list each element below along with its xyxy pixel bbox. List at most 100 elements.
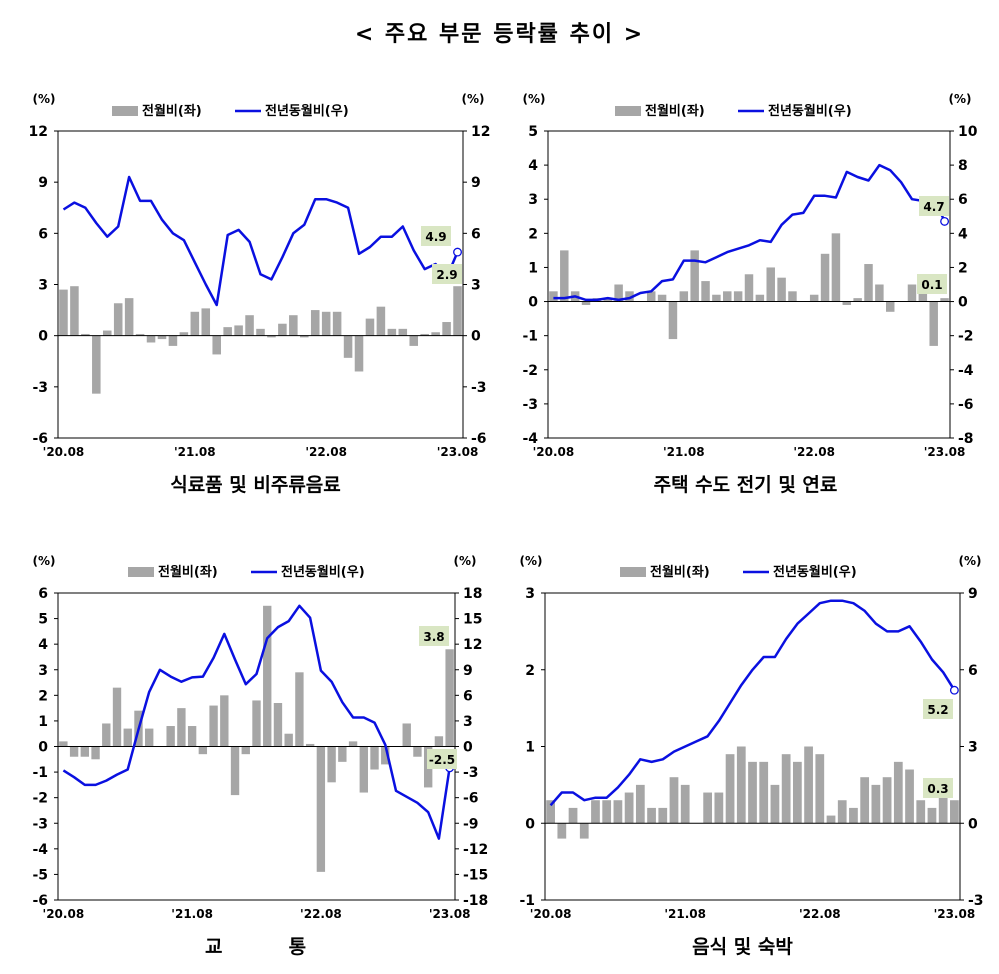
- right-tick-label: 18: [463, 586, 482, 602]
- right-tick-label: -15: [463, 867, 488, 883]
- right-tick-label: -8: [958, 431, 974, 447]
- annotation-box: [923, 778, 953, 798]
- bar-mom: [70, 286, 79, 336]
- x-tick-label: '23.08: [437, 445, 479, 459]
- left-axis-unit: (%): [520, 554, 543, 568]
- right-tick-label: -9: [463, 816, 479, 832]
- left-tick-label: -5: [32, 867, 48, 883]
- bar-mom: [241, 746, 250, 755]
- bar-mom: [770, 784, 780, 824]
- x-tick-label: '22.08: [799, 907, 841, 921]
- bar-mom: [223, 327, 232, 336]
- line-yoy: [549, 599, 956, 807]
- left-tick-label: -3: [32, 380, 48, 396]
- bar-mom: [359, 746, 368, 793]
- x-tick-label: '22.08: [305, 445, 347, 459]
- annotation-label: 4.9: [425, 230, 446, 244]
- left-tick-label: -6: [32, 431, 48, 447]
- left-tick-label: 6: [38, 226, 48, 242]
- legend-label-mom: 전월비(좌): [645, 103, 705, 119]
- bar-mom: [940, 298, 949, 302]
- bar-mom: [766, 267, 775, 302]
- bar-mom: [658, 807, 668, 824]
- bar-mom: [875, 284, 884, 302]
- bar-mom: [723, 291, 732, 302]
- left-tick-label: -4: [522, 431, 538, 447]
- bar-mom: [157, 335, 167, 340]
- legend-label-yoy: 전년동월비(우): [768, 103, 852, 119]
- left-tick-label: -2: [32, 791, 48, 807]
- chart-title-food: 식료품 및 비주류음료: [170, 474, 341, 496]
- bar-mom: [310, 310, 320, 336]
- bar-mom: [864, 264, 873, 302]
- bar-mom: [882, 777, 892, 824]
- bar-mom: [420, 333, 429, 336]
- bar-mom: [815, 754, 825, 824]
- bar-mom: [234, 325, 243, 336]
- left-tick-label: 1: [525, 740, 535, 756]
- bar-mom: [413, 746, 422, 757]
- plot-frame: [547, 130, 951, 439]
- bar-mom: [245, 315, 254, 336]
- annotation-label: -2.5: [429, 753, 455, 767]
- bar-mom: [646, 291, 656, 302]
- bar-mom: [252, 700, 261, 747]
- bar-mom: [893, 761, 903, 824]
- bar-mom: [284, 733, 293, 747]
- legend-label-yoy: 전년동월비(우): [281, 564, 365, 580]
- right-axis-unit: (%): [959, 554, 982, 568]
- x-tick-label: '21.08: [171, 907, 213, 921]
- left-tick-label: 3: [38, 663, 48, 679]
- x-tick-label: '21.08: [174, 445, 216, 459]
- right-axis-unit: (%): [454, 554, 477, 568]
- bar-mom: [581, 301, 591, 305]
- bar-mom: [59, 741, 68, 747]
- right-tick-label: 10: [958, 124, 978, 140]
- bar-mom: [792, 761, 802, 824]
- bar-mom: [168, 335, 178, 346]
- right-tick-label: 12: [463, 637, 482, 653]
- left-tick-label: 3: [38, 278, 48, 294]
- annotation-box: [919, 196, 949, 216]
- left-tick-label: 0: [528, 295, 538, 311]
- chart-title-housing: 주택 수도 전기 및 연료: [653, 474, 838, 496]
- left-tick-label: -3: [522, 397, 538, 413]
- x-tick-label: '20.08: [533, 445, 575, 459]
- bar-mom: [950, 800, 959, 824]
- bar-mom: [402, 723, 411, 747]
- bar-mom: [837, 800, 847, 824]
- left-tick-label: 6: [38, 586, 48, 602]
- annotation-label: 5.2: [927, 703, 948, 717]
- bar-mom: [409, 335, 419, 346]
- right-tick-label: -6: [958, 397, 974, 413]
- bar-mom: [198, 746, 208, 755]
- bar-mom: [831, 233, 841, 302]
- right-tick-label: 0: [463, 740, 473, 756]
- line-yoy: [553, 163, 946, 302]
- bar-mom: [145, 728, 154, 747]
- bar-mom: [316, 746, 326, 872]
- right-tick-label: -2: [958, 329, 974, 345]
- bar-mom: [434, 736, 444, 747]
- left-tick-label: -2: [522, 363, 538, 379]
- left-axis-unit: (%): [523, 92, 546, 106]
- right-tick-label: 9: [463, 663, 473, 679]
- bar-mom: [725, 754, 735, 824]
- bar-mom: [647, 807, 656, 824]
- plot-frame: [57, 130, 464, 439]
- bar-mom: [701, 281, 710, 302]
- bar-mom: [579, 823, 589, 839]
- bar-mom: [102, 723, 111, 747]
- bar-mom: [201, 308, 211, 336]
- bar-mom: [907, 284, 917, 302]
- bar-mom: [177, 708, 186, 747]
- bar-mom: [387, 328, 397, 336]
- line-end-marker: [453, 247, 462, 257]
- x-tick-label: '21.08: [664, 907, 706, 921]
- bar-mom: [669, 777, 679, 824]
- bar-mom: [927, 807, 937, 824]
